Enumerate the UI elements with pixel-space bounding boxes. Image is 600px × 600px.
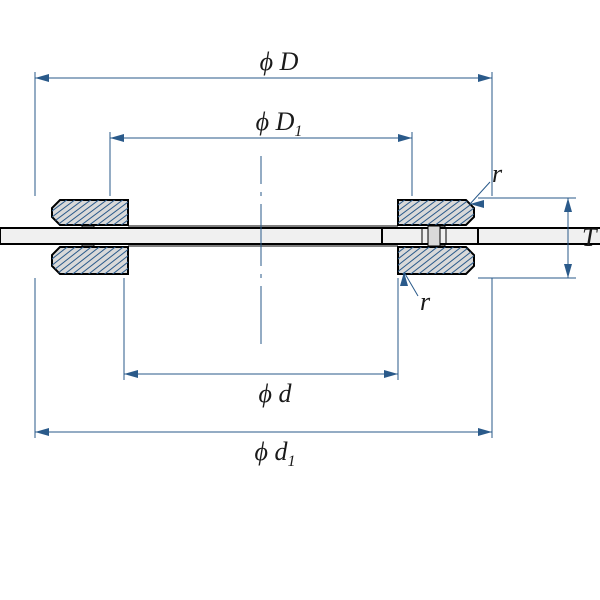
extension-line: [470, 182, 490, 204]
label-phi-D: ϕ D: [260, 47, 299, 76]
cage-plate: [0, 228, 600, 244]
arrowhead: [110, 134, 124, 142]
arrowhead: [124, 370, 138, 378]
label-r-top: r: [492, 159, 503, 188]
label-phi-D1: ϕ D1: [256, 107, 303, 140]
arrowhead: [478, 74, 492, 82]
arrowhead: [564, 264, 572, 278]
label-phi-d: ϕ d: [259, 379, 293, 408]
bearing-cross-section-diagram: ϕ D ϕ D1 ϕ d ϕ d1 Tr r: [0, 0, 600, 600]
label-r-bottom: r: [420, 287, 431, 316]
arrowhead: [398, 134, 412, 142]
arrowhead: [564, 198, 572, 212]
arrowhead: [35, 428, 49, 436]
arrowhead: [384, 370, 398, 378]
label-phi-d1: ϕ d1: [254, 437, 295, 470]
arrowhead: [478, 428, 492, 436]
roller: [428, 226, 440, 246]
label-T: T: [582, 223, 598, 252]
arrowhead: [35, 74, 49, 82]
